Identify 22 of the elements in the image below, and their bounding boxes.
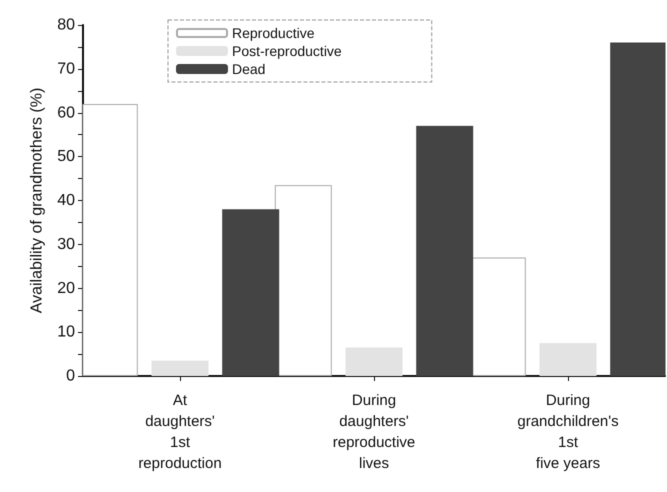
y-tick-label: 30 [57,236,76,253]
legend-label: Dead [232,61,266,77]
y-tick-label: 80 [57,16,76,34]
y-tick-label: 70 [57,60,76,78]
y-tick-label: 20 [57,280,76,297]
bar [346,347,402,376]
y-axis-title: Availability of grandmothers (%) [28,88,46,314]
y-tick-label: 0 [66,368,76,384]
x-tick-label: At daughters' 1st reproduction [138,392,222,472]
legend-label: Reproductive [232,25,315,41]
bar [152,360,208,376]
bar [416,126,474,376]
y-tick-label: 60 [57,104,76,122]
bar [274,185,332,376]
legend-label: Post-reproductive [232,43,342,59]
y-tick-label: 50 [57,148,76,166]
bar [540,343,596,376]
x-tick-label: During grandchildren's 1st five years [517,392,619,472]
x-tick-label: During daughters' reproductive lives [332,392,416,472]
y-tick-label: 40 [57,192,76,209]
bar [222,209,280,376]
y-tick-label: 10 [57,324,76,341]
